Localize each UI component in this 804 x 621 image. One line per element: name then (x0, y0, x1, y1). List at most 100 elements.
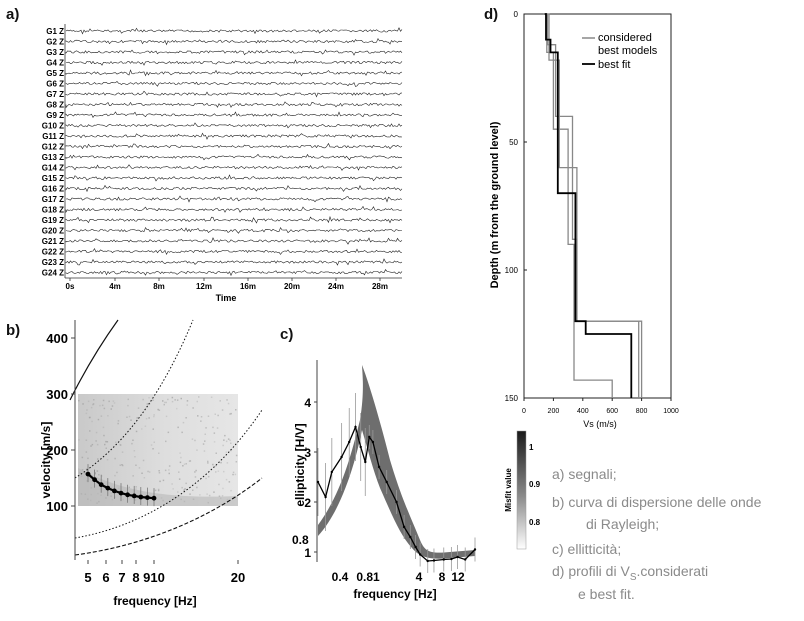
dispersion-speckle (152, 399, 154, 401)
dispersion-speckle (184, 488, 186, 490)
dispersion-speckle (85, 439, 88, 441)
ellipticity-point (450, 557, 453, 561)
dispersion-speckle (110, 408, 112, 410)
time-tick-label: 12m (196, 282, 212, 291)
dispersion-speckle (148, 471, 151, 473)
dispersion-speckle (116, 471, 118, 474)
dispersion-speckle (230, 489, 232, 492)
dispersion-speckle (182, 465, 184, 467)
ellipticity-tick-label: 2 (304, 496, 311, 510)
ellipticity-curve-line (317, 424, 476, 562)
panel-a-letter: a) (6, 6, 20, 23)
dispersion-speckle (148, 417, 150, 419)
dispersion-point (138, 494, 144, 500)
dispersion-speckle (232, 471, 235, 474)
ellipticity-xtick-label: 0.4 (332, 570, 349, 584)
seismic-trace (65, 122, 403, 129)
frequency-tick-label: 8 (132, 570, 139, 585)
dispersion-speckle (177, 491, 179, 493)
dispersion-speckle (100, 415, 103, 417)
caption-d1: d) profili di VS.considerati (552, 563, 708, 583)
ellipticity-point (402, 525, 406, 529)
dispersion-speckle (213, 491, 215, 493)
dispersion-speckle (138, 467, 141, 469)
dispersion-speckle (157, 488, 160, 491)
legend-considered-line1: considered (598, 32, 652, 44)
dispersion-speckle (132, 439, 134, 441)
dispersion-speckle (133, 450, 136, 452)
dispersion-speckle (144, 425, 147, 427)
dispersion-speckle (104, 443, 106, 446)
dispersion-speckle (106, 441, 109, 443)
dispersion-speckle (171, 483, 173, 485)
dispersion-speckle (181, 486, 183, 489)
dispersion-speckle (135, 430, 138, 433)
dispersion-ridge (78, 468, 238, 506)
dispersion-speckle (179, 452, 181, 454)
ellipticity-extra-tick: 0.8 (292, 533, 309, 547)
dispersion-speckle (229, 439, 231, 442)
dispersion-speckle (122, 464, 124, 467)
ellipticity-point (371, 440, 375, 444)
dispersion-speckle (119, 444, 122, 446)
ellipticity-point (473, 548, 477, 551)
dispersion-speckle (168, 472, 170, 475)
channel-label: G4 Z (46, 59, 64, 68)
dispersion-speckle (196, 400, 198, 403)
velocity-tick-label: 300 (46, 387, 68, 402)
dispersion-speckle (112, 400, 115, 402)
channel-label: G19 Z (42, 216, 64, 225)
dispersion-speckle (157, 489, 160, 492)
dispersion-speckle (78, 399, 80, 402)
dispersion-speckle (85, 468, 88, 470)
frequency-tick-label: 7 (118, 570, 125, 585)
dispersion-point (151, 495, 157, 501)
dispersion-speckle (102, 426, 105, 429)
velocity-axis-label: velocity [m/s] (39, 422, 53, 499)
dispersion-speckle (185, 417, 187, 419)
dispersion-speckle (131, 442, 133, 445)
dispersion-speckle (117, 420, 120, 422)
dispersion-speckle (221, 495, 224, 497)
dispersion-speckle (213, 441, 216, 443)
velocity-ticks: 100 200 300 400 (46, 331, 75, 514)
dispersion-speckle (81, 456, 84, 459)
caption-a: a) segnali; (552, 466, 617, 482)
dispersion-speckle (96, 443, 99, 446)
dispersion-speckle (91, 443, 94, 446)
dispersion-speckle (235, 461, 238, 463)
colorbar-label: Misfit value (504, 468, 513, 512)
time-tick-label: 4m (109, 282, 121, 291)
dispersion-speckle (183, 463, 186, 465)
dispersion-speckle (199, 494, 201, 496)
ellipticity-xticks: 0.4 0.81 4 8 12 (332, 570, 465, 584)
dispersion-speckle (225, 478, 228, 481)
dispersion-speckle (162, 479, 165, 482)
depth-tick-label: 50 (509, 138, 518, 147)
dispersion-speckle (217, 470, 220, 472)
dispersion-speckle (119, 464, 121, 466)
dispersion-speckle (105, 447, 107, 449)
dispersion-speckle (114, 474, 116, 477)
seismic-trace (65, 69, 403, 77)
dispersion-speckle (204, 433, 206, 435)
dispersion-point (145, 495, 150, 500)
dispersion-speckle (196, 449, 198, 451)
dispersion-speckle (172, 488, 174, 490)
dispersion-speckle (218, 495, 221, 497)
dispersion-speckle (227, 438, 230, 440)
velocity-tick-label: 400 (46, 331, 68, 346)
frequency-ticks: 5 6 7 8 910 20 (84, 560, 245, 585)
dispersion-speckle (94, 473, 96, 475)
ellipticity-point (385, 480, 388, 484)
dispersion-speckle (197, 415, 199, 417)
dispersion-speckle (186, 400, 189, 402)
dispersion-speckle (141, 472, 143, 474)
dispersion-speckle (95, 440, 97, 442)
seismic-trace (65, 132, 403, 140)
ellipticity-tick-label: 3 (304, 446, 311, 460)
frequency-axis-label-b: frequency [Hz] (113, 594, 196, 608)
depth-tick-label: 0 (514, 10, 519, 19)
dispersion-speckle (225, 451, 228, 453)
